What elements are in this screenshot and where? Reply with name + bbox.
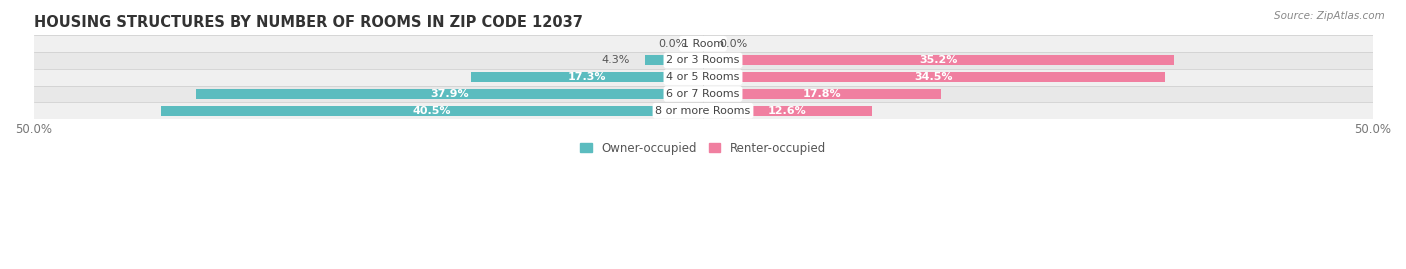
Text: 12.6%: 12.6% <box>768 106 807 116</box>
Bar <box>471 72 703 82</box>
Bar <box>703 72 1166 82</box>
Text: Source: ZipAtlas.com: Source: ZipAtlas.com <box>1274 11 1385 21</box>
Bar <box>34 52 1372 69</box>
Bar <box>160 106 703 116</box>
Text: 6 or 7 Rooms: 6 or 7 Rooms <box>666 89 740 99</box>
Bar <box>34 86 1372 102</box>
Text: 2 or 3 Rooms: 2 or 3 Rooms <box>666 55 740 65</box>
Text: 17.8%: 17.8% <box>803 89 841 99</box>
Text: 40.5%: 40.5% <box>412 106 451 116</box>
Text: 37.9%: 37.9% <box>430 89 468 99</box>
Text: 0.0%: 0.0% <box>718 39 748 49</box>
Legend: Owner-occupied, Renter-occupied: Owner-occupied, Renter-occupied <box>575 137 831 159</box>
Bar <box>34 35 1372 52</box>
Text: 17.3%: 17.3% <box>568 72 606 82</box>
Text: 4 or 5 Rooms: 4 or 5 Rooms <box>666 72 740 82</box>
Text: 1 Room: 1 Room <box>682 39 724 49</box>
Text: 0.0%: 0.0% <box>658 39 688 49</box>
Bar <box>195 89 703 99</box>
Text: 4.3%: 4.3% <box>600 55 630 65</box>
Bar <box>645 55 703 65</box>
Text: 34.5%: 34.5% <box>915 72 953 82</box>
Bar <box>34 102 1372 119</box>
Text: HOUSING STRUCTURES BY NUMBER OF ROOMS IN ZIP CODE 12037: HOUSING STRUCTURES BY NUMBER OF ROOMS IN… <box>34 15 582 30</box>
Bar <box>703 89 942 99</box>
Text: 8 or more Rooms: 8 or more Rooms <box>655 106 751 116</box>
Text: 35.2%: 35.2% <box>920 55 957 65</box>
Bar <box>703 55 1174 65</box>
Bar <box>703 106 872 116</box>
Bar <box>34 69 1372 86</box>
